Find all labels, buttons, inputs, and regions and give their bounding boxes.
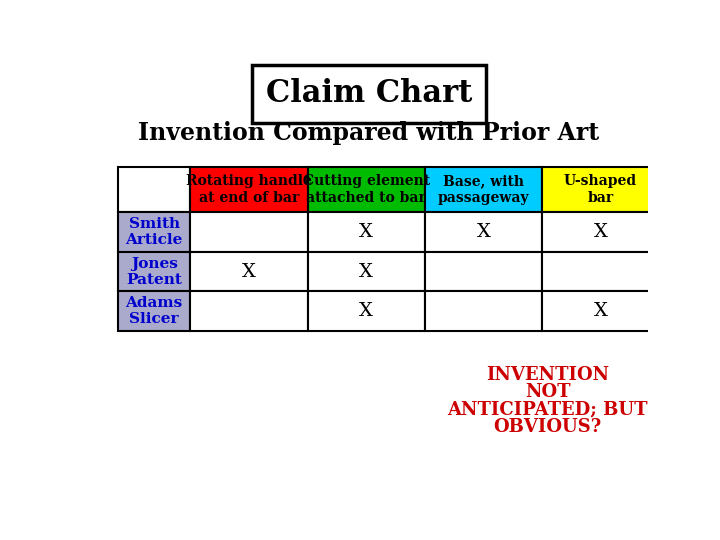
Bar — [118, 292, 190, 331]
Bar — [542, 167, 660, 212]
Text: OBVIOUS?: OBVIOUS? — [493, 418, 602, 436]
Bar — [542, 252, 660, 292]
Bar — [542, 212, 660, 252]
Text: X: X — [359, 223, 373, 241]
Text: X: X — [593, 302, 608, 320]
Text: X: X — [359, 302, 373, 320]
Bar — [307, 252, 425, 292]
Text: Smith
Article: Smith Article — [125, 217, 183, 247]
Text: Adams
Slicer: Adams Slicer — [125, 296, 183, 326]
Text: INVENTION: INVENTION — [486, 366, 609, 383]
Text: Cutting element
attached to bar: Cutting element attached to bar — [302, 174, 430, 205]
Text: Base, with
passageway: Base, with passageway — [438, 174, 529, 205]
Text: ANTICIPATED; BUT: ANTICIPATED; BUT — [447, 401, 648, 418]
Bar — [118, 167, 190, 212]
Bar — [190, 212, 307, 252]
Bar — [425, 212, 542, 252]
Bar — [425, 167, 542, 212]
Text: NOT: NOT — [525, 383, 570, 401]
Bar — [542, 292, 660, 331]
Text: Rotating handle
at end of bar: Rotating handle at end of bar — [186, 174, 312, 205]
Text: X: X — [359, 262, 373, 281]
Text: Invention Compared with Prior Art: Invention Compared with Prior Art — [138, 122, 600, 145]
Text: U-shaped
bar: U-shaped bar — [564, 174, 637, 205]
Bar — [190, 167, 307, 212]
Text: X: X — [242, 262, 256, 281]
Bar — [307, 292, 425, 331]
Bar — [118, 212, 190, 252]
Bar — [307, 212, 425, 252]
Bar — [190, 292, 307, 331]
Bar — [425, 252, 542, 292]
Bar — [307, 167, 425, 212]
Bar — [118, 252, 190, 292]
Bar — [425, 292, 542, 331]
Text: X: X — [593, 223, 608, 241]
Text: Claim Chart: Claim Chart — [266, 78, 472, 110]
Bar — [190, 252, 307, 292]
Text: X: X — [477, 223, 490, 241]
Text: Jones
Patent: Jones Patent — [126, 256, 182, 287]
